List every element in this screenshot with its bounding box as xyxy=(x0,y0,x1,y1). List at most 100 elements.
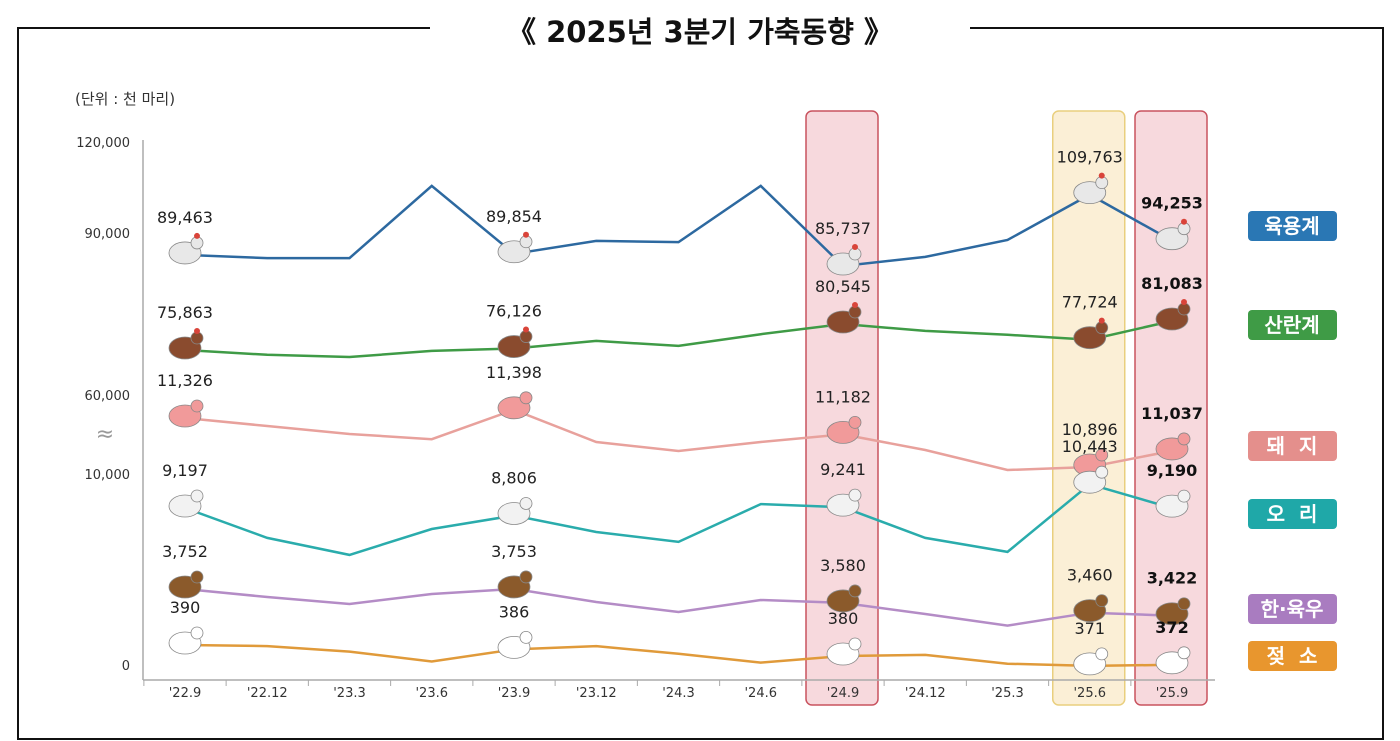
data-label: 9,190 xyxy=(1147,461,1198,480)
beef-cattle-icon xyxy=(1073,594,1109,623)
highlight-column xyxy=(1134,110,1208,706)
data-label: 89,463 xyxy=(157,208,213,227)
laying-hen-icon xyxy=(497,326,533,358)
legend-item: 오 리 xyxy=(1248,499,1337,529)
data-label: 94,253 xyxy=(1141,194,1203,213)
series-line xyxy=(184,408,1173,472)
legend-item: 돼 지 xyxy=(1248,431,1337,461)
x-tick-label: '25.6 xyxy=(1073,686,1106,701)
data-label: 3,422 xyxy=(1147,569,1198,588)
x-tick-label: '23.12 xyxy=(576,686,617,701)
series-3: 9,197 8,806 9,241 10,443 9,190 xyxy=(162,437,1198,557)
laying-hen-icon xyxy=(1073,317,1109,350)
series-line xyxy=(184,643,1173,668)
data-label: 75,863 xyxy=(157,303,213,322)
laying-hen-icon xyxy=(1155,299,1191,331)
legend-badge xyxy=(1248,594,1337,624)
x-tick-label: '22.12 xyxy=(247,686,288,701)
broiler-chicken-icon xyxy=(1155,218,1191,251)
y-tick-label: 60,000 xyxy=(85,389,131,404)
data-label: 390 xyxy=(170,598,201,617)
legend-label: 산란계 xyxy=(1264,313,1319,337)
data-label: 9,197 xyxy=(162,461,208,480)
highlight-column xyxy=(1052,110,1126,706)
legend-label: 한·육우 xyxy=(1261,597,1324,621)
x-tick-label: '23.9 xyxy=(498,686,531,701)
data-label: 11,326 xyxy=(157,371,213,390)
x-tick-label: '24.12 xyxy=(905,686,946,701)
legend-badge xyxy=(1248,641,1337,671)
legend-badge xyxy=(1248,310,1337,340)
dairy-cow-icon xyxy=(497,631,533,659)
data-label: 3,753 xyxy=(491,542,537,561)
legend-item: 산란계 xyxy=(1248,310,1337,340)
data-label: 3,752 xyxy=(162,542,208,561)
pig-icon xyxy=(826,416,862,444)
series-line xyxy=(184,319,1173,359)
series-4: 3,752 3,753 3,580 3,460 3,422 xyxy=(162,542,1198,627)
series-line xyxy=(184,587,1173,627)
data-label: 10,896 xyxy=(1062,420,1118,439)
data-label: 372 xyxy=(1155,618,1188,637)
data-label: 80,545 xyxy=(815,277,871,296)
series-5: 390 386 380 371 372 xyxy=(168,598,1191,676)
series-1: 75,863 76,126 80,545 77,724 81,083 xyxy=(157,274,1203,360)
laying-hen-icon xyxy=(826,302,862,334)
x-tick-label: '25.3 xyxy=(991,686,1024,701)
x-tick-label: '23.6 xyxy=(415,686,448,701)
data-label: 76,126 xyxy=(486,302,542,321)
series-2: 11,326 11,398 11,182 10,896 11,037 xyxy=(157,363,1203,477)
pig-icon xyxy=(497,391,533,420)
broiler-chicken-icon xyxy=(1073,172,1109,205)
data-label: 11,182 xyxy=(815,387,871,406)
data-label: 11,398 xyxy=(486,363,542,382)
dairy-cow-icon xyxy=(826,637,862,666)
legend-item: 젖 소 xyxy=(1248,641,1337,671)
series-line xyxy=(184,184,1173,268)
pig-icon xyxy=(1155,432,1191,461)
y-tick-label: 0 xyxy=(122,659,130,674)
data-label: 386 xyxy=(499,602,530,621)
data-label: 371 xyxy=(1074,619,1105,638)
series-line xyxy=(184,482,1173,557)
legend-badge xyxy=(1248,211,1337,241)
y-tick-label: 90,000 xyxy=(85,227,131,242)
y-tick-label: 120,000 xyxy=(76,136,130,151)
data-label: 77,724 xyxy=(1062,293,1118,312)
title-mask xyxy=(430,14,970,44)
data-label: 109,763 xyxy=(1057,148,1123,167)
data-label: 380 xyxy=(828,609,859,628)
highlight-column xyxy=(805,110,879,706)
duck-icon xyxy=(497,497,533,525)
legend-badge xyxy=(1248,431,1337,461)
beef-cattle-icon xyxy=(1155,597,1191,626)
beef-cattle-icon xyxy=(168,570,204,599)
y-tick-label: 10,000 xyxy=(85,468,131,483)
data-label: 89,854 xyxy=(486,207,542,226)
dairy-cow-icon xyxy=(1073,647,1109,676)
x-tick-label: '24.9 xyxy=(827,686,860,701)
x-tick-label: '22.9 xyxy=(169,686,202,701)
legend-label: 오 리 xyxy=(1267,502,1318,526)
duck-icon xyxy=(1073,465,1109,494)
data-label: 85,737 xyxy=(815,219,871,238)
x-tick-label: '24.3 xyxy=(662,686,695,701)
legend-label: 돼 지 xyxy=(1267,434,1318,458)
broiler-chicken-icon xyxy=(826,244,862,276)
data-label: 11,037 xyxy=(1141,404,1203,423)
data-label: 8,806 xyxy=(491,468,537,487)
data-label: 9,241 xyxy=(820,460,866,479)
series-0: 89,463 89,854 85,737 109,763 94,253 xyxy=(157,148,1203,276)
beef-cattle-icon xyxy=(826,584,862,613)
legend-label: 젖 소 xyxy=(1267,644,1318,668)
legend-label: 육용계 xyxy=(1264,214,1319,238)
data-label: 3,580 xyxy=(820,556,866,575)
legend-item: 육용계 xyxy=(1248,211,1337,241)
broiler-chicken-icon xyxy=(497,231,533,264)
unit-label: (단위 : 천 마리) xyxy=(75,90,175,108)
dairy-cow-icon xyxy=(1155,646,1191,675)
broiler-chicken-icon xyxy=(168,232,204,265)
duck-icon xyxy=(826,488,862,517)
duck-icon xyxy=(168,489,204,518)
